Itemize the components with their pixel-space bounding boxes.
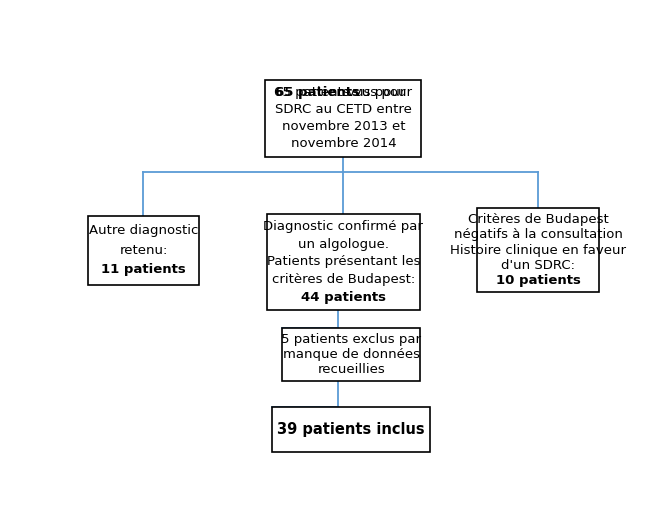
Text: 65 patients vus pour: 65 patients vus pour — [275, 86, 412, 99]
Text: Autre diagnostic: Autre diagnostic — [89, 224, 198, 237]
Text: Histoire clinique en faveur: Histoire clinique en faveur — [450, 244, 626, 257]
Text: négatifs à la consultation: négatifs à la consultation — [454, 228, 622, 241]
FancyBboxPatch shape — [477, 208, 599, 292]
Text: Critères de Budapest: Critères de Budapest — [468, 213, 608, 226]
Text: novembre 2014: novembre 2014 — [291, 137, 396, 150]
Text: 65 patients vus pour: 65 patients vus pour — [275, 86, 412, 99]
FancyBboxPatch shape — [272, 407, 430, 452]
Text: d'un SDRC:: d'un SDRC: — [501, 259, 575, 272]
Text: 11 patients: 11 patients — [101, 263, 186, 276]
Text: 10 patients: 10 patients — [496, 274, 580, 288]
Text: un algologue.: un algologue. — [298, 238, 389, 251]
FancyBboxPatch shape — [267, 214, 420, 310]
Text: novembre 2013 et: novembre 2013 et — [281, 121, 405, 133]
FancyBboxPatch shape — [88, 216, 199, 285]
Text: Patients présentant les: Patients présentant les — [267, 256, 420, 268]
FancyBboxPatch shape — [282, 328, 420, 381]
Text: Diagnostic confirmé par: Diagnostic confirmé par — [263, 220, 423, 234]
Text: vus pour: vus pour — [344, 86, 406, 99]
FancyBboxPatch shape — [265, 80, 421, 157]
Text: manque de données: manque de données — [283, 348, 419, 361]
Text: 65 patients: 65 patients — [275, 86, 360, 99]
Text: 5 patients exclus par: 5 patients exclus par — [281, 333, 421, 346]
Text: 44 patients: 44 patients — [301, 291, 386, 304]
Text: retenu:: retenu: — [119, 244, 168, 257]
Text: 39 patients inclus: 39 patients inclus — [277, 422, 425, 437]
Text: recueillies: recueillies — [318, 363, 385, 376]
Text: SDRC au CETD entre: SDRC au CETD entre — [275, 103, 412, 117]
Text: critères de Budapest:: critères de Budapest: — [272, 273, 415, 286]
